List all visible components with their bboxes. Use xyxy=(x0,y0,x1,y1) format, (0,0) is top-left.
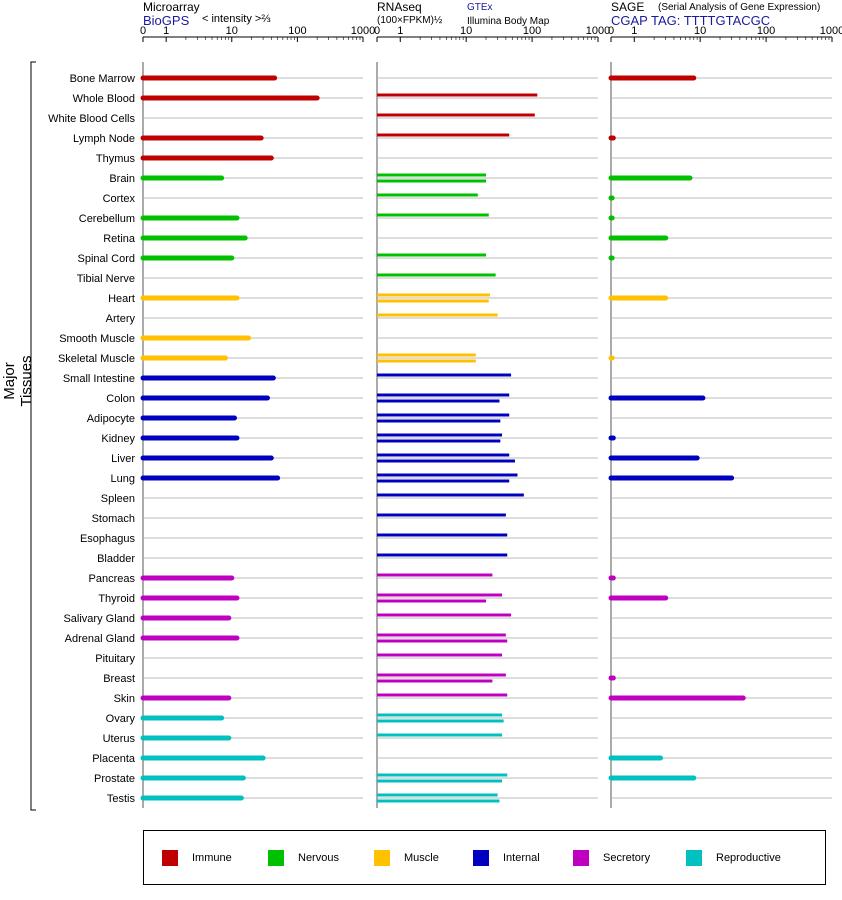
legend-label-muscle: Muscle xyxy=(404,852,439,864)
legend-swatch-muscle xyxy=(374,850,390,866)
panel2-tick-label: 1 xyxy=(397,25,403,37)
tissue-label: Artery xyxy=(106,313,136,325)
panel1-title: Microarray xyxy=(143,0,200,14)
legend-swatch-internal xyxy=(473,850,489,866)
panel2-source-gtex[interactable]: GTEx xyxy=(467,2,493,13)
panel1-measure: < intensity >⅔ xyxy=(202,13,271,25)
legend-swatch-nervous xyxy=(268,850,284,866)
panel3-title: SAGE xyxy=(611,0,645,14)
tissue-label: Testis xyxy=(107,793,136,805)
tissue-label: Ovary xyxy=(106,713,136,725)
panel3-tick-label: 1 xyxy=(631,25,637,37)
y-group-label: Major Tissues xyxy=(1,355,35,407)
tissue-label: Pancreas xyxy=(89,573,136,585)
tissue-label: Cerebellum xyxy=(79,213,135,225)
panel1-tick-label: 100 xyxy=(288,25,306,37)
tissue-label: Bone Marrow xyxy=(70,73,135,85)
panel1-source[interactable]: BioGPS xyxy=(143,13,190,28)
legend-label-secretory: Secretory xyxy=(603,852,651,864)
legend-swatch-secretory xyxy=(573,850,589,866)
panel2-tick-label: 0 xyxy=(374,25,380,37)
tissue-label: Thyroid xyxy=(98,593,135,605)
legend-swatch-reproductive xyxy=(686,850,702,866)
panel2-source-illumina: Illumina Body Map xyxy=(467,16,550,27)
tissue-label: Lung xyxy=(111,473,135,485)
tissue-label: Spleen xyxy=(101,493,135,505)
legend-label-internal: Internal xyxy=(503,852,540,864)
panel1-tick-label: 10 xyxy=(226,25,238,37)
tissue-label: Cortex xyxy=(103,193,136,205)
legend-label-nervous: Nervous xyxy=(298,852,339,864)
panel3-tick-label: 10 xyxy=(694,25,706,37)
tissue-label: Lymph Node xyxy=(73,133,135,145)
panel2-title: RNAseq xyxy=(377,0,422,14)
tissue-label: Brain xyxy=(109,173,135,185)
tissue-label: Adrenal Gland xyxy=(65,633,135,645)
legend-item-secretory: Secretory xyxy=(573,849,650,867)
tissue-label: Tibial Nerve xyxy=(77,273,135,285)
legend-item-immune: Immune xyxy=(162,849,232,867)
panel1-tick-label: 1000 xyxy=(351,25,375,37)
panel3-tick-label: 100 xyxy=(757,25,775,37)
major-tissues-bracket xyxy=(30,61,36,811)
legend: Immune Nervous Muscle Internal Secretory… xyxy=(143,830,826,885)
legend-label-immune: Immune xyxy=(192,852,232,864)
tissue-label: Bladder xyxy=(97,553,135,565)
tissue-label: Salivary Gland xyxy=(63,613,135,625)
panel1-tick-label: 0 xyxy=(140,25,146,37)
tissue-label: Smooth Muscle xyxy=(59,333,135,345)
panel3-tick-label: 1000 xyxy=(820,25,842,37)
panel2-tick-label: 10 xyxy=(460,25,472,37)
panel2-tick-label: 100 xyxy=(523,25,541,37)
legend-label-reproductive: Reproductive xyxy=(716,852,781,864)
panel3-title-note: (Serial Analysis of Gene Expression) xyxy=(658,2,821,13)
tissue-label: Prostate xyxy=(94,773,135,785)
tissue-label: Whole Blood xyxy=(73,93,135,105)
tissue-label: Spinal Cord xyxy=(78,253,135,265)
tissue-label: Skin xyxy=(114,693,135,705)
legend-item-nervous: Nervous xyxy=(268,849,339,867)
panel3-tick-label: 0 xyxy=(608,25,614,37)
tissue-label: Pituitary xyxy=(95,653,135,665)
panel2-tick-label: 1000 xyxy=(586,25,610,37)
panel1-tick-label: 1 xyxy=(163,25,169,37)
legend-item-muscle: Muscle xyxy=(374,849,439,867)
tissue-label: Small Intestine xyxy=(63,373,135,385)
tissue-label: Liver xyxy=(111,453,135,465)
legend-item-reproductive: Reproductive xyxy=(686,849,781,867)
tissue-label: Heart xyxy=(108,293,135,305)
tissue-label: Skeletal Muscle xyxy=(58,353,135,365)
panel3-tag[interactable]: CGAP TAG: TTTTGTACGC xyxy=(611,13,771,28)
tissue-label: Esophagus xyxy=(80,533,136,545)
tissue-label: Retina xyxy=(103,233,136,245)
panel2-measure: (100×FPKM)½ xyxy=(377,15,443,26)
tissue-label: Stomach xyxy=(92,513,135,525)
tissue-label: Thymus xyxy=(96,153,136,165)
tissue-label: Colon xyxy=(106,393,135,405)
tissue-label: Adipocyte xyxy=(87,413,135,425)
legend-item-internal: Internal xyxy=(473,849,540,867)
tissue-label: Kidney xyxy=(101,433,135,445)
tissue-label: Uterus xyxy=(103,733,136,745)
tissue-label: Breast xyxy=(103,673,135,685)
legend-swatch-immune xyxy=(162,850,178,866)
tissue-label: White Blood Cells xyxy=(48,113,135,125)
tissue-label: Placenta xyxy=(92,753,136,765)
